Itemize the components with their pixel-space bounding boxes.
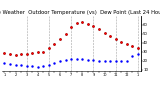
Title: Milwaukee Weather  Outdoor Temperature (vs)  Dew Point (Last 24 Hours): Milwaukee Weather Outdoor Temperature (v… <box>0 10 160 15</box>
